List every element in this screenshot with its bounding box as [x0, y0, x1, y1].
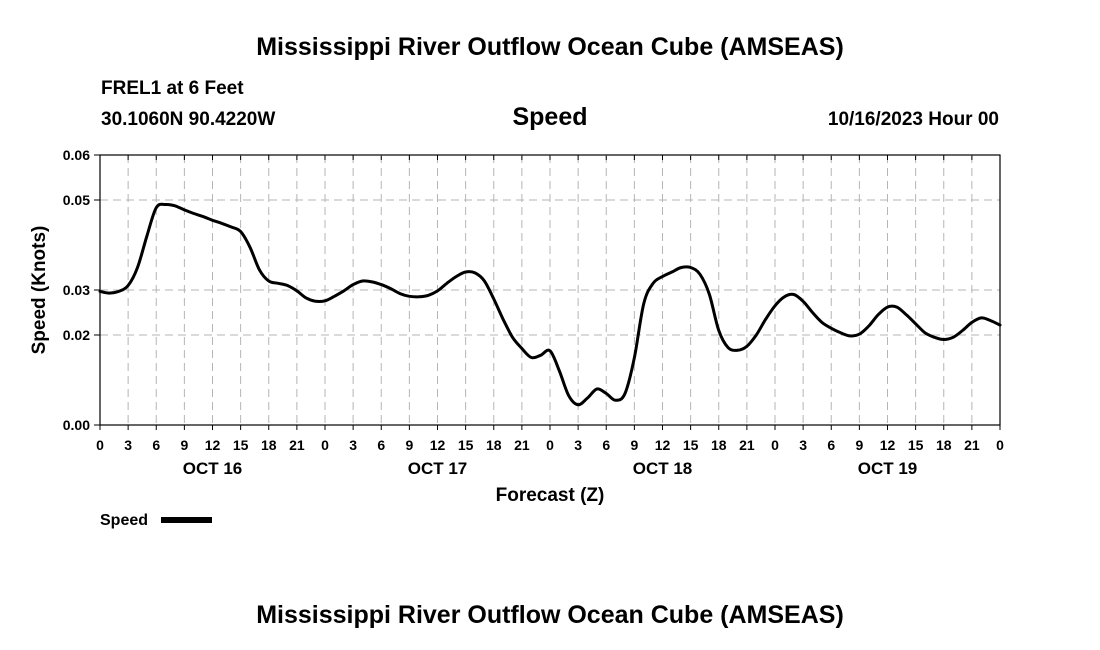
x-tick-label: 3: [349, 437, 357, 453]
y-tick-label: 0.03: [63, 282, 90, 298]
date-label: OCT 17: [408, 459, 468, 478]
x-axis-label: Forecast (Z): [496, 485, 605, 506]
x-tick-label: 21: [289, 437, 305, 453]
x-tick-labels: 0 3 6 9 12 15 18 21 0 3 6 9 12 15 18 21 0 3 6 9 12 15 18 21 0 3 6 9…: [96, 437, 1004, 453]
x-tick-label: 9: [405, 437, 413, 453]
x-tick-label: 0: [546, 437, 554, 453]
x-tick-label: 0: [996, 437, 1004, 453]
x-tick-label: 3: [574, 437, 582, 453]
chart-title: Mississippi River Outflow Ocean Cube (AM…: [256, 33, 844, 61]
axis-ticks: [94, 154, 1001, 430]
x-tick-label: 12: [430, 437, 446, 453]
legend-label: Speed: [100, 512, 148, 529]
run-time-label: 10/16/2023 Hour 00: [828, 109, 999, 130]
x-tick-label: 6: [602, 437, 610, 453]
x-tick-label: 12: [880, 437, 896, 453]
y-tick-label: 0.00: [63, 417, 90, 433]
date-label: OCT 16: [183, 459, 243, 478]
station-label: FREL1 at 6 Feet: [101, 78, 244, 99]
x-tick-label: 0: [771, 437, 779, 453]
x-tick-label: 3: [799, 437, 807, 453]
x-tick-label: 9: [630, 437, 638, 453]
y-tick-label: 0.05: [63, 192, 90, 208]
x-tick-label: 6: [152, 437, 160, 453]
x-tick-label: 0: [96, 437, 104, 453]
y-tick-label: 0.06: [63, 147, 90, 163]
date-label: OCT 18: [633, 459, 693, 478]
x-tick-label: 9: [855, 437, 863, 453]
x-tick-label: 18: [711, 437, 727, 453]
x-tick-label: 18: [261, 437, 277, 453]
x-tick-label: 15: [458, 437, 474, 453]
speed-series-line: [98, 202, 1002, 407]
chart-subtitle: Speed: [512, 103, 587, 131]
x-tick-label: 12: [205, 437, 221, 453]
date-labels: OCT 16 OCT 17 OCT 18 OCT 19: [183, 459, 918, 478]
y-tick-label: 0.02: [63, 327, 90, 343]
x-tick-label: 0: [321, 437, 329, 453]
x-tick-label: 15: [683, 437, 699, 453]
grid-lines: [100, 155, 1000, 425]
x-tick-label: 21: [964, 437, 980, 453]
x-tick-label: 18: [936, 437, 952, 453]
x-tick-label: 6: [827, 437, 835, 453]
x-tick-label: 18: [486, 437, 502, 453]
y-tick-labels: 0.00 0.02 0.03 0.05 0.06: [63, 147, 90, 433]
x-tick-label: 12: [655, 437, 671, 453]
repeated-chart-title: Mississippi River Outflow Ocean Cube (AM…: [256, 601, 844, 629]
legend-swatch: [161, 517, 212, 523]
date-label: OCT 19: [858, 459, 918, 478]
y-axis-label: Speed (Knots): [29, 226, 50, 355]
x-tick-label: 9: [180, 437, 188, 453]
location-label: 30.1060N 90.4220W: [101, 109, 275, 130]
x-tick-label: 21: [514, 437, 530, 453]
x-tick-label: 6: [377, 437, 385, 453]
x-tick-label: 3: [124, 437, 132, 453]
x-tick-label: 21: [739, 437, 755, 453]
x-tick-label: 15: [233, 437, 249, 453]
x-tick-label: 15: [908, 437, 924, 453]
